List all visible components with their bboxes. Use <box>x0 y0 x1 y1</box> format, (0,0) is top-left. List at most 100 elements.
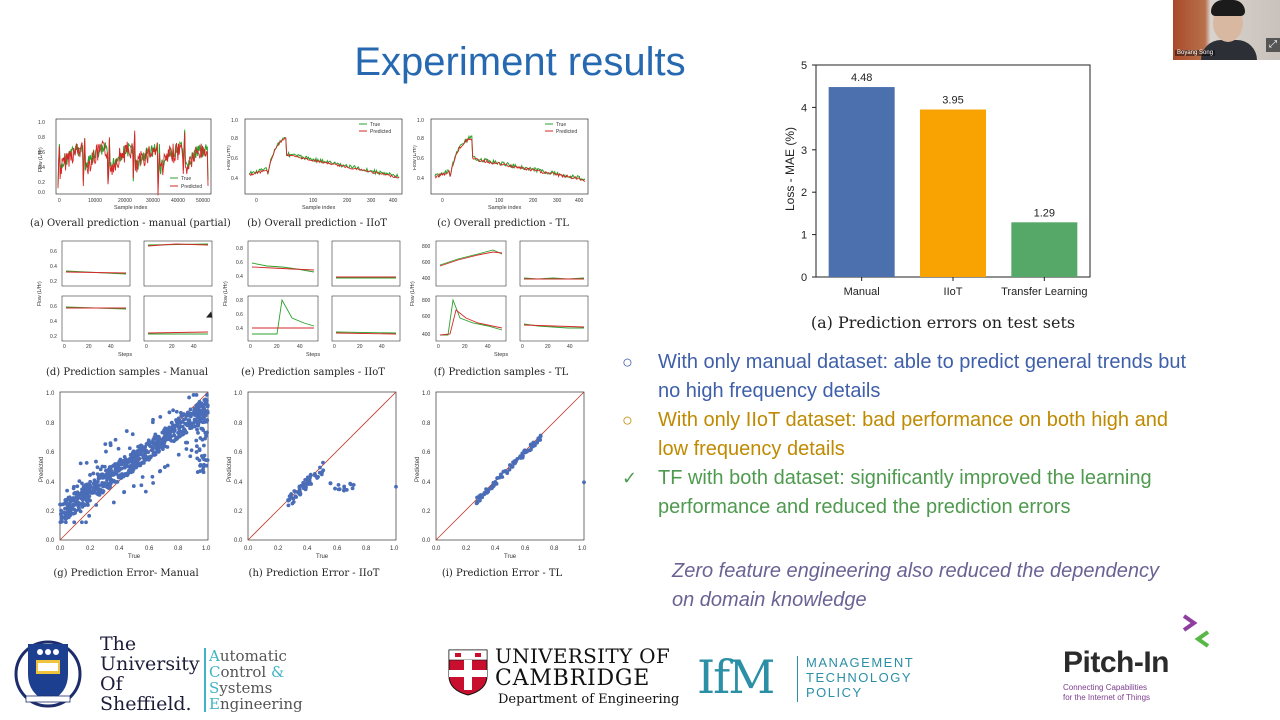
scatter-point <box>65 501 70 506</box>
scatter-point <box>64 510 69 515</box>
scatter-point <box>199 426 204 431</box>
svg-text:0.4: 0.4 <box>236 326 243 332</box>
scatter-point <box>102 474 107 479</box>
wordmark-line: Department of Engineering <box>498 692 680 707</box>
svg-text:20: 20 <box>462 344 468 350</box>
xlabel: True <box>316 554 329 560</box>
pitch-in-wordmark: Pitch-In <box>1063 646 1170 679</box>
scatter-point <box>115 468 120 473</box>
svg-text:600: 600 <box>422 314 431 320</box>
scatter-point <box>88 479 93 484</box>
scatter-point <box>305 481 310 485</box>
svg-text:20000: 20000 <box>118 198 132 204</box>
y-tick-label: 0 <box>801 272 807 284</box>
legend-true: True <box>181 176 191 182</box>
scatter-point <box>77 479 82 484</box>
svg-text:0.0: 0.0 <box>56 546 65 552</box>
cambridge-crest-logo <box>448 649 488 696</box>
scatter-point <box>197 399 202 404</box>
scatter-point <box>111 500 116 505</box>
scatter-point <box>156 440 160 445</box>
scatter-point <box>59 517 64 522</box>
scatter-point <box>180 432 185 437</box>
scatter-point <box>165 426 170 431</box>
acse-word: ystems <box>219 679 273 697</box>
bar-iiot <box>920 109 986 277</box>
svg-text:40: 40 <box>485 344 491 350</box>
scatter-point <box>145 442 149 446</box>
scatter-point <box>500 475 505 479</box>
svg-text:0.8: 0.8 <box>231 136 238 142</box>
ylabel: Flow (L/Hr) <box>38 147 44 172</box>
plot-overall-manual: 1.0 0.8 0.6 0.4 0.2 0.0 0 10000 20000 30… <box>36 114 216 214</box>
webcam-thumbnail[interactable]: Boyang Song <box>1173 0 1280 60</box>
ifm-wordmark: MANAGEMENT TECHNOLOGY POLICY <box>806 655 914 700</box>
scatter-point <box>71 496 76 500</box>
scatter-point <box>293 494 298 499</box>
bar-chart-mae: 0 1 2 3 4 5 4.48 Manual 3.95 IIoT 1.29 Transfer Le… <box>783 60 1091 298</box>
scatter-point <box>201 470 206 475</box>
scatter-point <box>187 395 192 400</box>
svg-text:0.6: 0.6 <box>333 546 342 552</box>
svg-text:0.0: 0.0 <box>422 538 431 544</box>
ylabel: Flow (L/Hr) <box>410 281 416 306</box>
scatter-point <box>538 434 543 439</box>
scatter-point <box>201 415 206 420</box>
scatter-point <box>104 468 108 473</box>
scatter-point <box>203 436 207 441</box>
svg-text:0.6: 0.6 <box>50 304 57 310</box>
scatter-point <box>94 491 99 495</box>
scatter-point <box>512 459 517 463</box>
svg-text:200: 200 <box>529 198 538 204</box>
svg-text:400: 400 <box>575 198 584 204</box>
expand-icon[interactable]: ⤢ <box>1266 38 1280 52</box>
scatter-point <box>205 409 210 414</box>
scatter-point <box>117 459 122 464</box>
scatter-point <box>188 454 193 459</box>
scatter-point <box>205 403 210 408</box>
scatter-point <box>79 520 84 525</box>
scatter-point <box>134 450 139 455</box>
xlabel: True <box>128 554 141 560</box>
scatter-point <box>122 490 127 494</box>
ylabel: Flow (L/Hr) <box>37 281 43 306</box>
x-tick-label: Transfer Learning <box>1001 286 1087 298</box>
svg-text:0.6: 0.6 <box>46 450 55 456</box>
wordmark-line: CAMBRIDGE <box>495 666 651 691</box>
scatter-point <box>84 520 88 525</box>
scatter-point <box>83 482 88 487</box>
scatter-point <box>200 420 205 425</box>
ylabel: Flow (L/Hr) <box>223 281 229 306</box>
svg-text:20: 20 <box>274 344 280 350</box>
y-tick-label: 2 <box>801 187 807 199</box>
plot-samples-iiot: 0.8 0.6 0.4 0.8 0.6 0.4 0 20 40 0 20 40 Step… <box>222 238 404 364</box>
scatter-point <box>290 501 295 506</box>
scatter-point <box>143 445 148 449</box>
scatter-point <box>315 476 320 480</box>
svg-text:20: 20 <box>545 344 551 350</box>
scatter-point <box>85 492 90 497</box>
scatter-point <box>143 489 148 494</box>
scatter-point <box>127 446 132 451</box>
scatter-point <box>128 459 133 463</box>
scatter-point <box>121 460 125 465</box>
plot-samples-tl: 800 600 400 800 600 400 0 20 40 0 20 40 Step… <box>408 238 592 364</box>
scatter-point <box>181 412 186 416</box>
scatter-point <box>171 408 176 413</box>
scatter-point <box>169 438 174 443</box>
svg-text:40: 40 <box>379 344 385 350</box>
svg-text:0.2: 0.2 <box>462 546 471 552</box>
scatter-point <box>84 460 89 465</box>
svg-text:0.0: 0.0 <box>244 546 253 552</box>
scatter-point <box>503 469 507 474</box>
svg-text:0.6: 0.6 <box>521 546 530 552</box>
caption-c: (c) Overall prediction - TL <box>437 218 569 229</box>
scatter-point <box>303 487 308 492</box>
scatter-point <box>73 511 77 515</box>
legend-predicted: Predicted <box>370 129 391 135</box>
scatter-point <box>151 453 156 457</box>
scatter-point <box>140 460 145 465</box>
acse-initial: A <box>209 647 220 665</box>
scatter-point <box>134 456 139 461</box>
svg-text:0: 0 <box>333 344 336 350</box>
